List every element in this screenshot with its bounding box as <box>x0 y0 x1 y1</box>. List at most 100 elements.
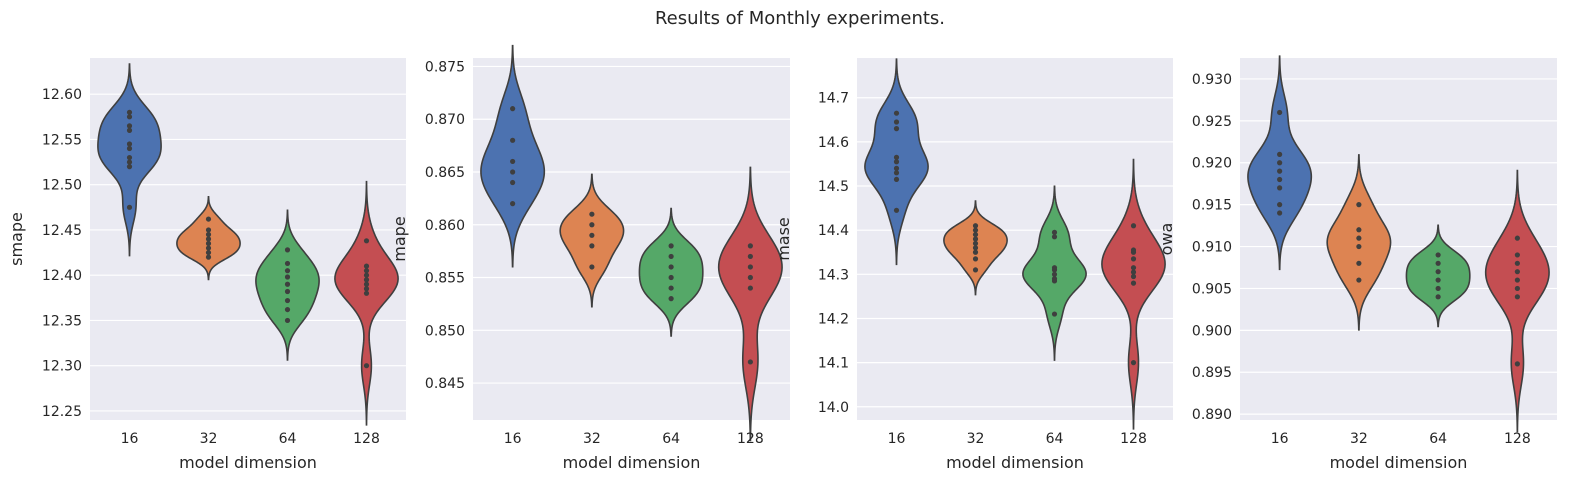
smape-y-tick-label: 12.50 <box>42 178 82 194</box>
mape-data-point <box>747 285 753 291</box>
smape-y-axis-label: smape <box>7 212 26 266</box>
owa-x-tick-label: 16 <box>1271 431 1289 447</box>
mase-y-tick-label: 14.6 <box>818 135 849 151</box>
smape-data-point <box>284 317 291 324</box>
mase-data-point <box>893 165 900 171</box>
mape-data-point <box>747 264 753 270</box>
mape-y-tick-label: 0.855 <box>425 271 465 287</box>
mase-data-point <box>1051 229 1058 235</box>
smape-violin-128 <box>334 180 399 426</box>
mase-data-point <box>893 159 900 165</box>
smape-data-point <box>363 263 370 269</box>
mape-data-point <box>668 296 674 302</box>
smape-data-point <box>205 240 212 247</box>
mase-x-ticks: 16 32 64 128 <box>888 431 1147 447</box>
owa-data-point <box>1277 176 1283 183</box>
mape-data-point <box>510 169 516 175</box>
mase-x-tick-label: 32 <box>967 431 985 447</box>
mase-data-point <box>893 207 900 213</box>
smape-y-tick-label: 12.30 <box>42 359 82 375</box>
smape-data-point <box>363 238 370 244</box>
owa-data-point <box>1435 269 1441 275</box>
mase-data-point <box>1130 269 1137 275</box>
owa-data-point <box>1514 361 1520 367</box>
mase-data-point <box>1051 271 1058 277</box>
mase-data-point <box>893 119 900 125</box>
mase-violins <box>864 58 1166 430</box>
smape-data-point <box>363 286 370 292</box>
mape-data-point <box>668 253 674 260</box>
owa-data-point <box>1356 202 1362 208</box>
mase-x-tick-label: 128 <box>1120 431 1147 447</box>
smape-x-tick-label: 64 <box>279 431 297 447</box>
smape-data-point <box>126 123 133 129</box>
mape-y-tick-label: 0.875 <box>425 59 465 75</box>
mape-data-point <box>589 264 595 270</box>
smape-data-point <box>205 254 212 260</box>
owa-data-point <box>1514 294 1520 300</box>
mase-y-tick-label: 14.3 <box>818 267 849 283</box>
owa-data-point <box>1277 202 1283 208</box>
smape-data-point <box>205 245 212 251</box>
smape-y-tick-label: 12.35 <box>42 313 82 329</box>
owa-data-point <box>1277 151 1283 157</box>
smape-data-point <box>284 288 291 295</box>
owa-data-point <box>1356 243 1362 250</box>
mape-y-tick-label: 0.860 <box>425 218 465 234</box>
mape-data-point <box>589 222 595 228</box>
smape-data-point <box>363 281 370 287</box>
smape-x-axis-label: model dimension <box>179 453 317 472</box>
mape-data-point <box>668 264 674 270</box>
smape-data-point <box>363 277 370 283</box>
mase-data-point <box>972 223 979 229</box>
smape-y-tick-label: 12.60 <box>42 87 82 103</box>
mase-data-point <box>893 154 900 160</box>
owa-data-point <box>1277 185 1283 191</box>
mape-data-point <box>510 137 516 143</box>
owa-y-tick-label: 0.895 <box>1192 365 1232 381</box>
mape-y-tick-label: 0.865 <box>425 165 465 181</box>
owa-y-tick-label: 0.930 <box>1192 72 1232 88</box>
owa-y-ticks: 0.890 0.895 0.900 0.905 0.910 0.915 0.920 0.925… <box>1192 72 1232 423</box>
mase-data-point <box>972 249 979 255</box>
mape-y-axis-label: mape <box>390 216 409 261</box>
mape-data-point <box>510 201 516 207</box>
smape-data-point <box>205 216 212 222</box>
mape-violin-64 <box>638 207 704 337</box>
mase-data-point <box>1051 265 1058 271</box>
mape-x-ticks: 16 32 64 128 <box>504 431 764 447</box>
mase-data-point <box>972 236 979 242</box>
mape-data-point <box>747 274 753 281</box>
owa-y-tick-label: 0.905 <box>1192 281 1232 297</box>
mape-data-point <box>510 158 516 165</box>
owa-data-point <box>1435 294 1441 300</box>
mase-y-tick-label: 14.2 <box>818 311 849 327</box>
owa-x-axis-label: model dimension <box>1330 453 1468 472</box>
smape-x-tick-label: 32 <box>200 431 218 447</box>
mase-data-point <box>1130 265 1137 271</box>
mase-data-point <box>893 110 900 116</box>
mape-violin-16 <box>480 44 546 268</box>
mase-x-tick-label: 16 <box>888 431 906 447</box>
mase-data-point <box>1051 276 1058 282</box>
mape-y-tick-label: 0.870 <box>425 112 465 128</box>
smape-panel: 12.25 12.30 12.35 12.40 12.45 12.50 12.55 12.60… <box>7 58 406 472</box>
mase-x-tick-label: 64 <box>1046 431 1064 447</box>
mape-data-point <box>747 253 753 260</box>
mase-y-tick-label: 14.4 <box>818 223 849 239</box>
mase-data-point <box>1130 280 1137 286</box>
smape-data-point <box>284 306 291 313</box>
smape-data-point <box>126 164 133 170</box>
owa-data-point <box>1435 252 1441 258</box>
smape-x-tick-label: 16 <box>121 431 139 447</box>
smape-gridlines <box>90 93 406 412</box>
mape-y-ticks: 0.845 0.850 0.855 0.860 0.865 0.870 0.875 <box>425 59 465 392</box>
mape-x-axis-label: model dimension <box>563 453 701 472</box>
owa-data-point <box>1514 285 1520 292</box>
smape-data-point <box>205 227 212 233</box>
mase-y-tick-label: 14.7 <box>818 91 849 107</box>
mape-violin-128 <box>717 166 783 442</box>
owa-data-point <box>1514 235 1520 241</box>
owa-data-point <box>1277 109 1283 116</box>
owa-data-point <box>1277 160 1283 166</box>
